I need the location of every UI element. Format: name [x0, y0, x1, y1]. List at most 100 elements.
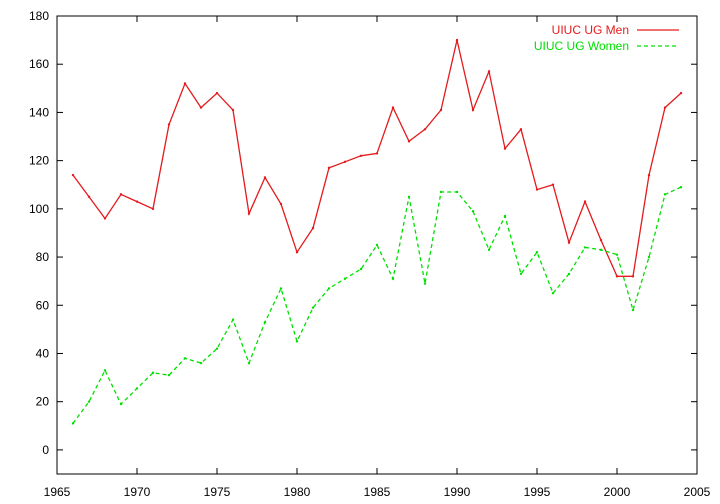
data-point-uiuc-ug-men [391, 106, 395, 109]
x-tick-label: 2005 [684, 485, 711, 499]
y-tick-label: 80 [36, 250, 50, 264]
data-point-uiuc-ug-women [631, 308, 635, 312]
y-tick-label: 120 [29, 154, 49, 168]
data-point-uiuc-ug-men [407, 140, 411, 143]
data-point-uiuc-ug-women [183, 357, 187, 360]
data-point-uiuc-ug-men [247, 212, 251, 215]
y-tick-label: 140 [29, 105, 49, 119]
legend-label-uiuc-ug-men: UIUC UG Men [552, 23, 629, 37]
data-point-uiuc-ug-women [455, 190, 459, 194]
data-point-uiuc-ug-women [215, 347, 219, 350]
data-point-uiuc-ug-women [295, 340, 299, 343]
data-point-uiuc-ug-women [407, 195, 411, 198]
y-axis: 0 20 40 60 80 100 120 140 160 180 [29, 9, 697, 457]
data-point-uiuc-ug-women [391, 277, 395, 280]
data-point-uiuc-ug-women [103, 369, 107, 372]
data-point-uiuc-ug-women [519, 272, 523, 276]
data-point-uiuc-ug-men [439, 108, 443, 112]
series-layer [71, 38, 683, 425]
data-point-uiuc-ug-women [279, 287, 283, 290]
y-tick-label: 60 [36, 298, 50, 312]
x-tick-label: 1980 [284, 485, 311, 499]
data-point-uiuc-ug-men [183, 82, 187, 85]
data-point-uiuc-ug-women [551, 292, 555, 295]
data-point-uiuc-ug-men [71, 173, 75, 177]
data-point-uiuc-ug-women [231, 318, 235, 321]
data-point-uiuc-ug-men [647, 173, 651, 177]
data-point-uiuc-ug-men [343, 160, 347, 164]
y-tick-label: 0 [42, 443, 49, 457]
x-axis: 1965 1970 1975 1980 1985 1990 1995 2000 2005 [44, 16, 711, 499]
legend-label-uiuc-ug-women: UIUC UG Women [534, 39, 629, 53]
x-tick-label: 1965 [44, 485, 71, 499]
data-point-uiuc-ug-women [583, 246, 587, 249]
x-tick-label: 1975 [204, 485, 231, 499]
data-point-uiuc-ug-women [151, 371, 155, 374]
data-point-uiuc-ug-women [503, 214, 507, 218]
data-point-uiuc-ug-men [311, 226, 315, 230]
data-point-uiuc-ug-women [423, 282, 427, 285]
data-point-uiuc-ug-women [247, 361, 251, 365]
x-tick-label: 1970 [124, 485, 151, 499]
y-tick-label: 160 [29, 57, 49, 71]
data-point-uiuc-ug-men [199, 106, 203, 109]
data-point-uiuc-ug-women [71, 422, 75, 425]
data-point-uiuc-ug-women [599, 248, 603, 252]
data-point-uiuc-ug-women [375, 243, 379, 247]
data-point-uiuc-ug-women [439, 190, 443, 194]
series-line-uiuc-ug-men [72, 39, 682, 277]
data-point-uiuc-ug-women [535, 251, 539, 254]
data-point-uiuc-ug-men [471, 108, 475, 112]
data-point-uiuc-ug-men [583, 200, 587, 203]
legend: UIUC UG Men UIUC UG Women [534, 23, 679, 53]
data-point-uiuc-ug-men [519, 128, 523, 131]
data-point-uiuc-ug-men [215, 91, 219, 95]
data-point-uiuc-ug-men [455, 38, 459, 42]
data-point-uiuc-ug-men [599, 238, 603, 242]
data-point-uiuc-ug-men [615, 275, 619, 278]
data-point-uiuc-ug-men [423, 128, 427, 131]
data-point-uiuc-ug-women [87, 400, 91, 403]
data-point-uiuc-ug-women [263, 320, 267, 324]
data-point-uiuc-ug-men [535, 188, 539, 191]
series-line-uiuc-ug-women [72, 186, 682, 424]
data-point-uiuc-ug-women [647, 255, 651, 259]
x-tick-label: 1990 [444, 485, 471, 499]
data-point-uiuc-ug-men [167, 123, 171, 126]
data-point-uiuc-ug-men [679, 91, 683, 95]
data-point-uiuc-ug-men [487, 70, 491, 73]
y-tick-label: 20 [36, 395, 50, 409]
data-point-uiuc-ug-men [663, 106, 667, 109]
x-tick-label: 1985 [364, 485, 391, 499]
data-point-uiuc-ug-women [487, 248, 491, 252]
data-point-uiuc-ug-men [231, 108, 235, 112]
data-point-uiuc-ug-women [343, 277, 347, 280]
data-point-uiuc-ug-men [279, 202, 283, 206]
x-tick-label: 1995 [524, 485, 551, 499]
data-point-uiuc-ug-men [631, 275, 635, 278]
data-point-uiuc-ug-women [135, 387, 139, 390]
data-point-uiuc-ug-women [615, 253, 619, 256]
y-tick-label: 100 [29, 202, 49, 216]
data-point-uiuc-ug-women [663, 193, 667, 196]
data-point-uiuc-ug-men [567, 241, 571, 244]
data-point-uiuc-ug-men [135, 200, 139, 203]
data-point-uiuc-ug-women [199, 361, 203, 365]
data-point-uiuc-ug-women [327, 287, 331, 290]
data-point-uiuc-ug-women [471, 210, 475, 213]
data-point-uiuc-ug-women [567, 272, 571, 276]
data-point-uiuc-ug-women [311, 306, 315, 309]
data-point-uiuc-ug-women [119, 402, 123, 406]
data-point-uiuc-ug-men [375, 152, 379, 155]
data-point-uiuc-ug-men [87, 195, 91, 198]
data-point-uiuc-ug-men [151, 207, 155, 211]
data-point-uiuc-ug-men [295, 251, 299, 254]
data-point-uiuc-ug-men [551, 183, 555, 186]
data-point-uiuc-ug-men [119, 193, 123, 196]
x-tick-label: 2000 [604, 485, 631, 499]
data-point-uiuc-ug-women [359, 267, 363, 271]
data-point-uiuc-ug-men [263, 176, 267, 179]
y-tick-label: 180 [29, 9, 49, 23]
